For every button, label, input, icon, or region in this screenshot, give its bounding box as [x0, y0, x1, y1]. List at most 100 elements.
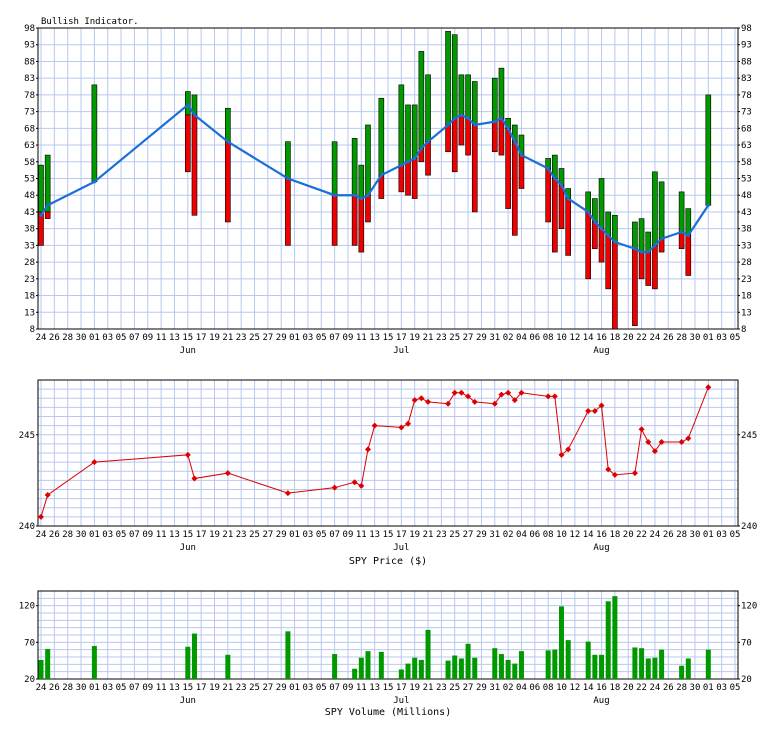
- volume-bar: [225, 654, 231, 679]
- trend-point: [553, 176, 557, 181]
- trend-point: [686, 233, 690, 237]
- x-month-label: Jun: [180, 346, 196, 356]
- volume-bar: [659, 649, 665, 679]
- trend-point: [633, 247, 637, 251]
- x-tick-label: 01: [289, 683, 300, 693]
- x-tick-label: 21: [222, 683, 233, 693]
- x-tick-label: 27: [463, 333, 474, 343]
- bull-bar: [378, 97, 385, 176]
- x-tick-label: 11: [156, 530, 167, 540]
- y-tick-label-left: 13: [24, 308, 35, 318]
- trend-point: [379, 173, 383, 177]
- x-month-label: Aug: [593, 696, 609, 706]
- volume-bar: [605, 601, 611, 679]
- price-point: [331, 484, 338, 491]
- price-point: [591, 408, 598, 415]
- trend-point: [680, 230, 684, 234]
- y-tick-label-left: 120: [19, 602, 35, 612]
- x-tick-label: 03: [716, 333, 727, 343]
- bear-bar: [585, 211, 591, 280]
- price-point: [451, 389, 458, 396]
- volume-bar: [191, 633, 197, 679]
- bull-bar: [605, 211, 612, 236]
- price-point: [505, 389, 512, 396]
- x-tick-label: 26: [49, 683, 60, 693]
- trend-point: [419, 146, 423, 150]
- x-tick-label: 19: [409, 683, 420, 693]
- bear-bar: [638, 251, 645, 280]
- volume-bar: [378, 651, 384, 679]
- x-tick-label: 12: [569, 683, 580, 693]
- bull-bar: [425, 74, 431, 143]
- bull-bar: [705, 94, 712, 206]
- bull-bar: [411, 104, 418, 159]
- chart-title: Bullish Indicator.: [41, 17, 139, 27]
- volume-bar: [458, 658, 464, 679]
- y-tick-label-right: 120: [741, 602, 757, 612]
- x-tick-label: 10: [556, 530, 567, 540]
- bear-bar: [191, 114, 198, 216]
- x-tick-label: 25: [249, 530, 260, 540]
- x-tick-label: 28: [676, 530, 687, 540]
- y-tick-label-right: 93: [741, 41, 752, 51]
- bull-bar: [471, 81, 478, 126]
- bull-bar: [331, 141, 338, 196]
- y-tick-label-left: 33: [24, 241, 35, 251]
- price-point: [224, 470, 231, 477]
- volume-bar: [445, 660, 451, 679]
- bear-bar: [545, 168, 551, 223]
- trend-point: [473, 123, 477, 127]
- x-tick-label: 03: [102, 683, 113, 693]
- x-tick-label: 25: [449, 683, 460, 693]
- bear-bar: [405, 161, 411, 196]
- trend-point: [506, 126, 510, 130]
- x-tick-label: 14: [583, 683, 594, 693]
- bull-bar: [585, 191, 591, 213]
- price-point: [518, 389, 525, 396]
- x-tick-label: 14: [583, 530, 594, 540]
- y-tick-label-left: 38: [24, 225, 35, 235]
- price-point: [44, 491, 51, 498]
- x-tick-label: 06: [529, 333, 540, 343]
- x-tick-label: 15: [383, 683, 394, 693]
- price-point: [638, 426, 645, 433]
- bear-bar: [632, 248, 638, 326]
- bull-bar: [632, 221, 638, 250]
- volume-bar: [45, 648, 51, 679]
- x-tick-label: 14: [583, 333, 594, 343]
- price-point: [191, 475, 198, 482]
- volume-bar: [518, 651, 524, 679]
- y-tick-label-right: 58: [741, 158, 752, 168]
- x-tick-label: 06: [529, 530, 540, 540]
- trend-point: [453, 116, 457, 120]
- bear-bar: [685, 235, 692, 276]
- x-month-label: Jul: [393, 543, 409, 553]
- x-tick-label: 18: [609, 530, 620, 540]
- x-tick-label: 27: [262, 333, 273, 343]
- x-tick-label: 15: [182, 333, 193, 343]
- x-month-label: Jul: [393, 346, 409, 356]
- x-tick-label: 19: [209, 333, 220, 343]
- trend-point: [399, 163, 403, 167]
- x-tick-label: 15: [182, 683, 193, 693]
- x-tick-label: 01: [703, 683, 714, 693]
- x-tick-label: 27: [463, 683, 474, 693]
- x-tick-label: 01: [289, 530, 300, 540]
- volume-bar: [352, 668, 358, 679]
- volume-bar: [512, 663, 518, 679]
- x-tick-label: 30: [690, 530, 701, 540]
- volume-bar: [425, 629, 431, 679]
- trend-point: [46, 203, 50, 207]
- bull-bar: [445, 31, 451, 126]
- x-tick-label: 22: [636, 530, 647, 540]
- bull-bar: [612, 214, 618, 243]
- x-tick-label: 29: [476, 530, 487, 540]
- y-tick-label-right: 240: [741, 522, 757, 532]
- x-tick-label: 16: [596, 530, 607, 540]
- x-tick-label: 10: [556, 333, 567, 343]
- y-tick-label-right: 83: [741, 74, 752, 84]
- x-tick-label: 04: [516, 683, 527, 693]
- volume-bar: [398, 669, 404, 679]
- bull-bar: [91, 84, 98, 183]
- price-point: [651, 448, 658, 455]
